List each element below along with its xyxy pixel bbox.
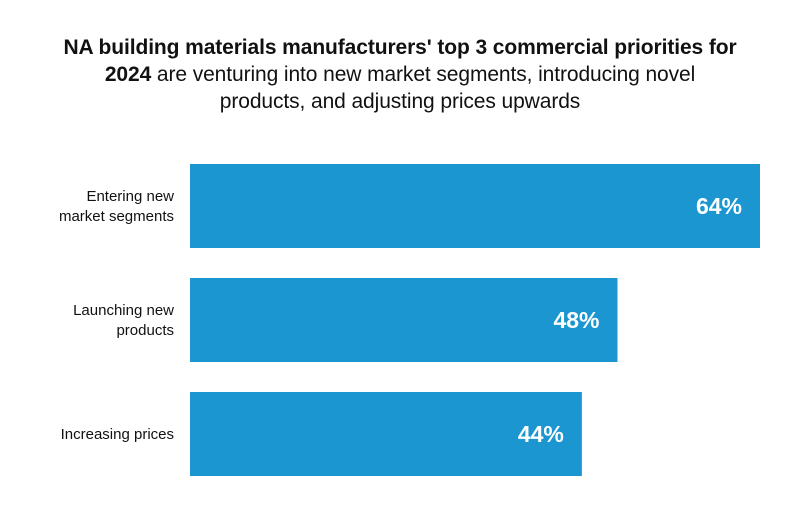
bar-2 <box>190 278 618 362</box>
bar-1 <box>190 164 760 248</box>
bar-value-label-3: 44% <box>518 421 564 447</box>
chart-title: NA building materials manufacturers' top… <box>60 34 740 115</box>
category-label-3: Increasing prices <box>61 426 174 443</box>
category-label-1: Entering new market segments <box>59 188 174 225</box>
bar-value-label-2: 48% <box>553 307 599 333</box>
bar-value-label-1: 64% <box>696 193 742 219</box>
chart-title-bold: NA building materials manufacturers' top… <box>63 36 737 86</box>
bar-3 <box>190 392 582 476</box>
chart-title-regular: are venturing into new market segments, … <box>156 63 696 113</box>
category-label-2: Launching new products <box>73 302 174 339</box>
